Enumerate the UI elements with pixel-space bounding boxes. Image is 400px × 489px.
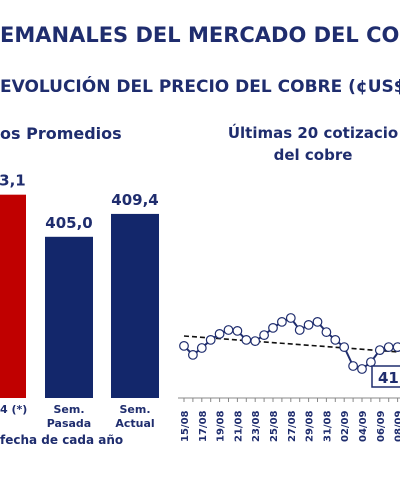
point (312, 317, 323, 327)
point (205, 335, 216, 345)
footnote: fecha de cada año (0, 433, 123, 447)
x-tick-label: 15/08 (180, 410, 191, 442)
point (374, 345, 385, 356)
value-label: 413,1 (0, 172, 26, 190)
x-tick-label: 31/08 (322, 410, 333, 442)
x-tick-label: 19/08 (216, 410, 227, 442)
point (366, 357, 376, 368)
point (179, 341, 189, 351)
x-tick-label: 29/08 (305, 410, 316, 442)
point (303, 320, 314, 330)
point (232, 326, 243, 336)
bar (45, 236, 93, 398)
point (259, 330, 270, 341)
x-tick-label: 17/08 (198, 410, 209, 442)
x-tick-label: 06/09 (376, 410, 387, 442)
point (294, 325, 305, 335)
annotation-box (371, 365, 400, 388)
line-chart-title: Últimas 20 cotizacio (228, 123, 398, 142)
point (383, 342, 394, 353)
point (277, 317, 287, 327)
bar-chart-title: os Promedios (0, 124, 122, 143)
line-chart-title: del cobre (274, 146, 353, 164)
x-tick-label: 27/08 (287, 410, 298, 442)
slide-title: EMANALES DEL MERCADO DEL COB (0, 23, 400, 47)
trend-line (183, 335, 398, 353)
point (187, 350, 198, 360)
annotation: 41 (378, 369, 399, 387)
bar (0, 194, 26, 398)
x-tick-label: 02/09 (340, 410, 351, 442)
category-label: Sem. Actual (115, 403, 155, 430)
point (196, 343, 207, 353)
x-tick-label: 25/08 (269, 410, 280, 442)
x-tick-label: 23/08 (251, 410, 262, 442)
point (250, 336, 261, 347)
point (357, 364, 367, 374)
point (223, 325, 234, 335)
point (330, 335, 341, 345)
point (214, 329, 225, 339)
x-tick-label: 08/09 (394, 410, 400, 442)
point (339, 342, 350, 353)
value-label: 405,0 (45, 214, 92, 232)
x-tick-label: 04/09 (358, 410, 369, 442)
slide-subtitle: EVOLUCIÓN DEL PRECIO DEL COBRE (¢US$/LE (0, 75, 400, 97)
point (241, 335, 252, 345)
category-label: Sem. Pasada (46, 403, 92, 430)
point (285, 313, 296, 323)
value-label: 409,4 (111, 191, 158, 209)
category-label: 4 (*) (0, 403, 28, 416)
point (321, 327, 332, 338)
point (348, 361, 359, 371)
x-tick-label: 21/08 (233, 410, 244, 442)
bar (111, 213, 159, 398)
point (268, 323, 278, 333)
point (392, 342, 400, 352)
